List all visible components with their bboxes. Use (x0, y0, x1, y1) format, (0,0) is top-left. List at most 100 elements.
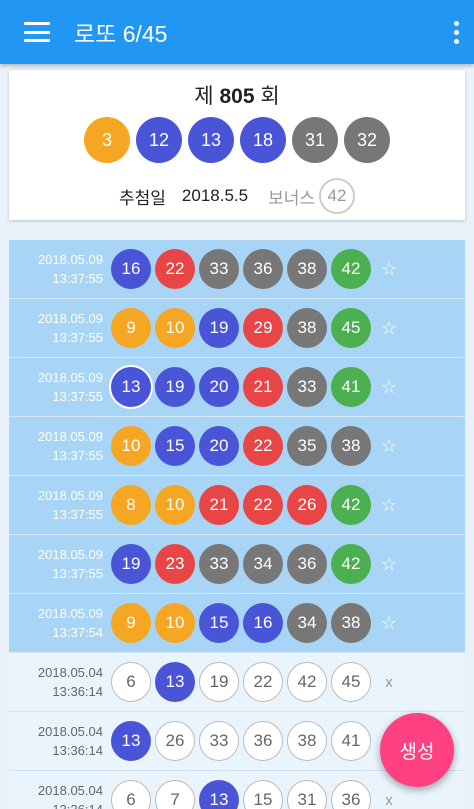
generated-numbers-list[interactable]: 2018.05.09 13:37:55 16 22 33 36 38 42 ☆ 2018.05.0… (9, 240, 465, 809)
row-numbers: 6 13 19 22 42 45 (111, 662, 371, 702)
lotto-ball: 36 (243, 721, 283, 761)
favorite-star-icon[interactable]: ☆ (380, 376, 398, 397)
row-timestamp: 2018.05.04 13:36:14 (9, 663, 111, 701)
lotto-ball: 36 (287, 544, 327, 584)
app-bar: 로또 6/45 (0, 0, 474, 64)
row-timestamp: 2018.05.09 13:37:55 (9, 545, 111, 583)
lotto-ball: 42 (331, 249, 371, 289)
round-title: 제 805 회 (9, 80, 465, 110)
history-row[interactable]: 2018.05.09 13:37:54 9 10 15 16 34 38 ☆ (9, 594, 465, 653)
row-date: 2018.05.09 (37, 606, 103, 621)
lotto-ball: 22 (243, 662, 283, 702)
lotto-ball: 36 (243, 249, 283, 289)
favorite-star-icon[interactable]: ☆ (380, 258, 398, 279)
favorite-star-icon[interactable]: ☆ (380, 612, 398, 633)
draw-date-label: 추첨일 (118, 188, 166, 208)
row-date: 2018.05.09 (37, 370, 103, 385)
lotto-ball: 16 (243, 603, 283, 643)
lotto-ball: 13 (188, 117, 234, 163)
lotto-ball: 21 (243, 367, 283, 407)
lotto-ball: 29 (243, 308, 283, 348)
lotto-ball: 41 (331, 367, 371, 407)
row-numbers: 13 26 33 36 38 41 (111, 721, 371, 761)
lotto-ball: 12 (136, 117, 182, 163)
winning-numbers: 3 12 13 18 31 32 (9, 117, 465, 163)
lotto-ball: 33 (199, 544, 239, 584)
row-timestamp: 2018.05.09 13:37:55 (9, 486, 111, 524)
lotto-ball: 38 (287, 308, 327, 348)
delete-icon[interactable]: x (385, 673, 393, 691)
latest-result-card: 제 805 회 3 12 13 18 31 32 추첨일 2018.5.5 보너스 42 (9, 70, 465, 220)
lotto-ball: 41 (331, 721, 371, 761)
lotto-ball: 9 (111, 603, 151, 643)
row-time: 13:37:55 (52, 389, 103, 404)
lotto-ball: 15 (199, 603, 239, 643)
row-date: 2018.05.09 (37, 252, 103, 267)
row-timestamp: 2018.05.09 13:37:55 (9, 309, 111, 347)
lotto-ball: 26 (155, 721, 195, 761)
lotto-ball: 34 (287, 603, 327, 643)
history-row[interactable]: 2018.05.09 13:37:55 8 10 21 22 26 42 ☆ (9, 476, 465, 535)
lotto-ball: 38 (287, 721, 327, 761)
row-date: 2018.05.04 (37, 665, 103, 680)
lotto-ball: 42 (331, 485, 371, 525)
lotto-ball: 31 (287, 780, 327, 809)
lotto-ball: 22 (243, 485, 283, 525)
lotto-ball: 34 (243, 544, 283, 584)
lotto-ball: 33 (199, 721, 239, 761)
delete-icon[interactable]: x (385, 791, 393, 809)
row-date: 2018.05.09 (37, 429, 103, 444)
bonus-ball: 42 (319, 178, 356, 214)
row-date: 2018.05.04 (37, 783, 103, 798)
history-row[interactable]: 2018.05.09 13:37:55 16 22 33 36 38 42 ☆ (9, 240, 465, 299)
lotto-ball: 13 (199, 780, 239, 809)
lotto-ball: 3 (84, 117, 130, 163)
hamburger-menu-icon[interactable] (0, 0, 74, 64)
app-title: 로또 6/45 (74, 21, 168, 47)
draw-date: 2018.5.5 (181, 186, 249, 205)
lotto-ball: 38 (331, 603, 371, 643)
lotto-ball: 13 (111, 721, 151, 761)
row-date: 2018.05.09 (37, 547, 103, 562)
history-row[interactable]: 2018.05.09 13:37:55 10 15 20 22 35 38 ☆ (9, 417, 465, 476)
row-numbers: 9 10 15 16 34 38 (111, 603, 371, 643)
more-vert-icon[interactable] (438, 0, 474, 64)
lotto-ball: 35 (287, 426, 327, 466)
round-prefix: 제 (194, 85, 214, 108)
history-row[interactable]: 2018.05.09 13:37:55 19 23 33 34 36 42 ☆ (9, 535, 465, 594)
row-time: 13:36:14 (52, 743, 103, 758)
row-numbers: 16 22 33 36 38 42 (111, 249, 371, 289)
row-numbers: 8 10 21 22 26 42 (111, 485, 371, 525)
lotto-ball: 45 (331, 662, 371, 702)
lotto-ball: 45 (331, 308, 371, 348)
lotto-ball: 42 (287, 662, 327, 702)
history-row[interactable]: 2018.05.09 13:37:55 9 10 19 29 38 45 ☆ (9, 299, 465, 358)
history-row[interactable]: 2018.05.09 13:37:55 13 19 20 21 33 41 ☆ (9, 358, 465, 417)
generate-button[interactable]: 생성 (380, 713, 454, 787)
lotto-ball: 15 (243, 780, 283, 809)
lotto-ball: 7 (155, 780, 195, 809)
lotto-ball: 8 (111, 485, 151, 525)
round-number: 805 (219, 85, 255, 108)
row-numbers: 19 23 33 34 36 42 (111, 544, 371, 584)
row-time: 13:36:14 (52, 684, 103, 699)
lotto-ball: 26 (287, 485, 327, 525)
row-time: 13:36:14 (9, 800, 103, 809)
history-row[interactable]: 2018.05.04 13:36:14 6 13 19 22 42 45 x (9, 653, 465, 712)
favorite-star-icon[interactable]: ☆ (380, 553, 398, 574)
lotto-ball: 38 (331, 426, 371, 466)
lotto-ball: 20 (199, 426, 239, 466)
row-numbers: 13 19 20 21 33 41 (111, 367, 371, 407)
lotto-ball: 19 (111, 544, 151, 584)
lotto-ball: 21 (199, 485, 239, 525)
lotto-ball: 38 (287, 249, 327, 289)
row-numbers: 10 15 20 22 35 38 (111, 426, 371, 466)
favorite-star-icon[interactable]: ☆ (380, 435, 398, 456)
row-date: 2018.05.09 (37, 311, 103, 326)
lotto-ball: 13 (155, 662, 195, 702)
row-timestamp: 2018.05.04 13:36:14 (9, 781, 111, 809)
row-timestamp: 2018.05.04 13:36:14 (9, 722, 111, 760)
favorite-star-icon[interactable]: ☆ (380, 317, 398, 338)
favorite-star-icon[interactable]: ☆ (380, 494, 398, 515)
